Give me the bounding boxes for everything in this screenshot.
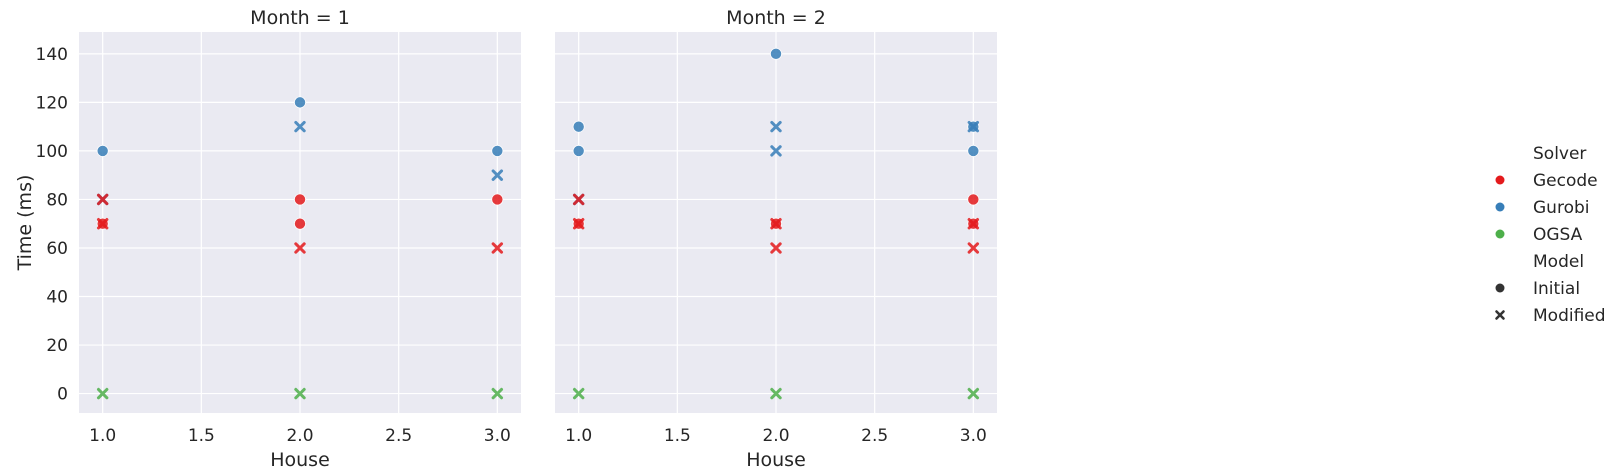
data-point-ogsa-modified [572,387,585,400]
data-point-gurobi-initial [491,144,504,157]
data-point-gurobi-initial [572,144,585,157]
x-tick-label: 1.0 [565,426,592,446]
data-point-gecode-initial [293,217,306,230]
data-point-gecode-modified [96,218,109,230]
x-axis-title: House [270,449,330,471]
y-tick-label: 20 [46,336,68,356]
x-tick-label: 2.0 [762,426,789,446]
data-point-ogsa-modified [96,387,109,400]
data-point-gurobi-initial [770,47,783,60]
data-point-gurobi-modified [294,120,306,133]
legend-label-modified: Modified [1533,306,1606,326]
legend-swatch-ogsa [1495,229,1505,239]
data-point-ogsa-modified [294,387,306,400]
x-tick-label: 1.0 [89,426,116,446]
y-tick-label: 40 [46,288,68,308]
data-point-ogsa-modified [967,387,980,400]
legend-swatch-initial [1495,283,1505,293]
x-tick-label: 1.5 [188,426,215,446]
data-point-gecode-initial [967,193,980,206]
x-tick-label: 2.5 [385,426,412,446]
legend-label-gurobi: Gurobi [1533,198,1589,218]
x-tick-label: 2.0 [286,426,313,446]
y-axis-title: Time (ms) [14,175,36,272]
y-tick-label: 100 [36,142,68,162]
data-point-gecode-modified [967,242,980,254]
legend-swatch-modified [1495,310,1505,320]
x-tick-label: 3.0 [960,426,987,446]
panel-title: Month = 1 [250,7,350,29]
data-point-gurobi-modified [491,169,504,181]
data-point-gurobi-initial [293,96,306,109]
legend-swatch-gecode [1495,175,1505,185]
data-point-gecode-initial [491,193,504,206]
y-tick-label: 0 [57,385,68,405]
legend-title-solver: Solver [1533,144,1586,164]
data-point-gecode-modified [572,193,585,206]
panel-title: Month = 2 [726,7,826,29]
data-point-gecode-initial [293,193,306,206]
legend: Solver Gecode Gurobi OGSA Model Initial Modifi… [1495,144,1606,326]
data-point-gecode-modified [770,242,782,254]
data-points [572,47,980,400]
facet-panel-month-1: 0 20 40 60 80 100 120 140 1.0 1.5 2.0 2.5 3.0 Month =… [36,7,521,471]
data-point-gecode-modified [294,242,306,254]
facet-panels: 0 20 40 60 80 100 120 140 1.0 1.5 2.0 2.5 3.0 Month =… [36,7,997,471]
data-point-gecode-modified [770,218,782,230]
y-tick-label: 140 [36,45,68,65]
y-tick-label: 80 [46,190,68,210]
data-point-ogsa-modified [770,387,782,400]
data-points [96,96,504,400]
data-point-gecode-modified [572,218,585,230]
facet-panel-month-2: 1.0 1.5 2.0 2.5 3.0 Month = 2 House [555,7,997,471]
data-point-ogsa-modified [491,387,504,400]
data-point-gurobi-initial [572,120,585,133]
data-point-gurobi-modified [770,120,782,133]
data-point-gecode-modified [967,218,980,230]
data-point-gurobi-modified [770,145,782,157]
x-tick-label: 3.0 [484,426,511,446]
legend-label-gecode: Gecode [1533,171,1598,191]
data-point-gurobi-initial [967,144,980,157]
data-point-gecode-modified [96,193,109,206]
data-point-gurobi-initial [96,144,109,157]
x-tick-label: 1.5 [664,426,691,446]
y-tick-label: 60 [46,239,68,259]
x-tick-label: 2.5 [861,426,888,446]
legend-title-model: Model [1533,252,1584,272]
legend-label-ogsa: OGSA [1533,225,1583,245]
x-axis-title: House [746,449,806,471]
data-point-gurobi-modified [967,120,980,133]
data-point-gecode-modified [491,242,504,254]
legend-swatch-gurobi [1495,202,1505,212]
y-tick-label: 120 [36,93,68,113]
legend-label-initial: Initial [1533,279,1580,299]
